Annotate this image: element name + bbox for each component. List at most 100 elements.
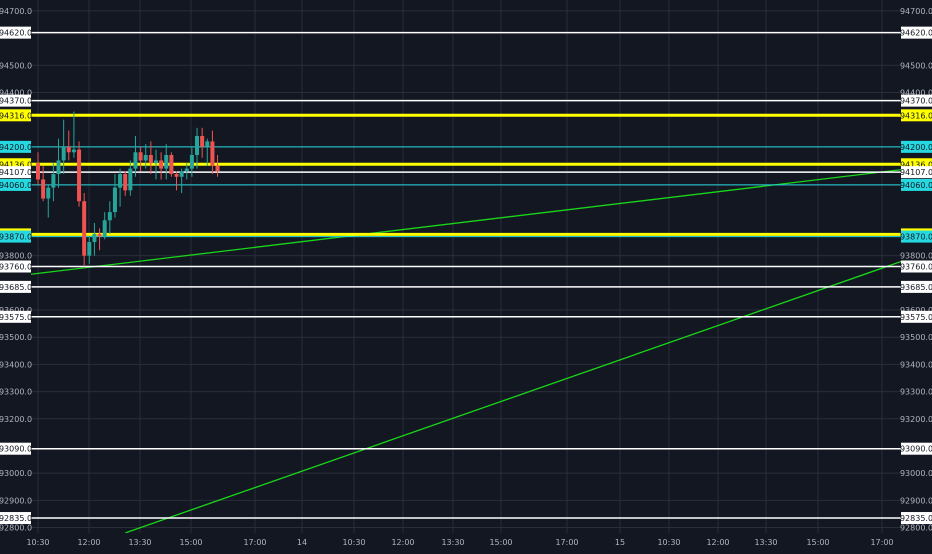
right-axis-level-label: 93090.0 xyxy=(900,445,932,454)
right-axis-level-badge xyxy=(901,512,932,525)
left-axis-level-label: 93575.0 xyxy=(0,313,32,322)
candle-body xyxy=(61,146,66,161)
left-axis-level-label: 94060.0 xyxy=(0,181,32,190)
left-axis-level-label: 93090.0 xyxy=(0,445,32,454)
time-axis-tick-label: 12:00 xyxy=(706,538,729,547)
time-axis-tick-label: 14 xyxy=(297,538,307,547)
candle-body xyxy=(118,174,123,188)
candle-body xyxy=(169,155,174,175)
right-axis-level-badge xyxy=(901,109,932,122)
right-axis-level-badge xyxy=(901,280,932,293)
candle-body xyxy=(51,174,56,188)
right-axis-level-badge xyxy=(901,310,932,323)
right-axis-level-badge xyxy=(901,442,932,455)
time-axis-tick-label: 13:30 xyxy=(128,538,151,547)
left-axis-level-badge xyxy=(0,310,31,323)
left-price-axis[interactable]: 94700.0 94500.0 94400.0 93800.0 93600.0 93500… xyxy=(0,0,32,550)
candle-body xyxy=(36,163,40,180)
trend-line xyxy=(27,167,911,276)
left-axis-level-label: 94316.0 xyxy=(0,111,32,120)
candle-body xyxy=(107,212,112,221)
time-axis-tick-label: 15:00 xyxy=(489,538,512,547)
time-axis-tick-label: 12:00 xyxy=(77,538,100,547)
left-axis-level-label: 93685.0 xyxy=(0,283,32,292)
right-axis-background xyxy=(901,0,932,550)
candles xyxy=(36,111,220,267)
right-axis-level-badge xyxy=(901,140,932,153)
candle-body xyxy=(82,201,87,256)
time-axis[interactable]: 10:30 12:00 13:30 15:00 17:00 14 10:30 12:00 13:… xyxy=(0,533,932,550)
candle-body xyxy=(46,187,51,199)
left-axis-level-badge xyxy=(0,94,31,107)
horizontal-levels xyxy=(31,31,901,519)
right-axis-tick-label: 93400.0 xyxy=(900,360,932,369)
candle-body xyxy=(148,155,153,164)
left-axis-tick-label: 93200.0 xyxy=(0,415,32,424)
candle-body xyxy=(210,141,215,166)
right-axis-level-badge xyxy=(901,260,932,273)
right-axis-level-label: 93870.0 xyxy=(900,233,932,242)
left-axis-tick-label: 94400.0 xyxy=(0,88,32,97)
candle-body xyxy=(92,233,97,243)
left-axis-tick-label: 93300.0 xyxy=(0,388,32,397)
left-axis-tick-label: 93400.0 xyxy=(0,360,32,369)
right-axis-level-label: 93685.0 xyxy=(900,283,932,292)
left-axis-level-badge xyxy=(0,260,31,273)
candle-body xyxy=(66,146,71,153)
candle-body xyxy=(87,242,92,256)
trendlines xyxy=(27,167,911,534)
right-axis-level-badge xyxy=(901,94,932,107)
left-axis-level-label: 93870.0 xyxy=(0,233,32,242)
left-axis-level-badge xyxy=(0,178,31,191)
candle-body xyxy=(56,160,61,175)
candle-body xyxy=(195,135,200,156)
candle-body xyxy=(215,165,220,172)
left-axis-level-badge xyxy=(0,26,31,39)
candle-body xyxy=(138,152,143,161)
candle-body xyxy=(102,220,107,237)
right-axis-level-label: 94370.0 xyxy=(900,97,932,106)
right-axis-level-badge xyxy=(901,230,932,243)
left-axis-tick-label: 93800.0 xyxy=(0,252,32,261)
trend-line xyxy=(124,257,911,534)
right-axis-tick-label: 93500.0 xyxy=(900,333,932,342)
left-axis-level-label: 94370.0 xyxy=(0,97,32,106)
candle-body xyxy=(164,155,169,169)
candle-body xyxy=(184,168,189,172)
left-axis-tick-label: 93600.0 xyxy=(0,306,32,315)
time-axis-tick-label: 12:00 xyxy=(391,538,414,547)
candle-body xyxy=(128,168,133,191)
left-axis-tick-label: 94500.0 xyxy=(0,61,32,70)
right-axis-tick-label: 93800.0 xyxy=(900,252,932,261)
right-axis-tick-label: 94700.0 xyxy=(900,7,932,16)
time-axis-tick-label: 15:00 xyxy=(806,538,829,547)
left-axis-level-badge xyxy=(0,280,31,293)
right-axis-level-badge xyxy=(901,178,932,191)
right-axis-level-badge xyxy=(901,166,932,179)
candle-body xyxy=(71,149,76,153)
right-axis-level-badge xyxy=(901,26,932,39)
right-axis-tick-label: 92800.0 xyxy=(900,524,932,533)
candle-body xyxy=(97,233,102,237)
right-axis-level-label: 94620.0 xyxy=(900,29,932,38)
time-axis-tick-label: 17:00 xyxy=(870,538,893,547)
left-axis-level-label: 94107.0 xyxy=(0,168,32,177)
left-axis-level-label: 94136.0 xyxy=(0,160,32,169)
candle-body xyxy=(41,179,46,199)
candle-body xyxy=(205,141,210,147)
left-axis-tick-label: 93000.0 xyxy=(0,469,32,478)
candle-body xyxy=(133,152,138,169)
right-axis-tick-label: 93300.0 xyxy=(900,388,932,397)
candle-body xyxy=(159,160,164,169)
left-axis-level-label: 92835.0 xyxy=(0,514,32,523)
time-axis-tick-label: 13:30 xyxy=(441,538,464,547)
right-price-axis[interactable]: 94700.0 94500.0 94400.0 93800.0 93600.0 93500… xyxy=(900,0,932,550)
left-axis-level-badge xyxy=(0,166,31,179)
candle-body xyxy=(153,160,158,164)
right-axis-level-label: 92835.0 xyxy=(900,514,932,523)
right-axis-tick-label: 93600.0 xyxy=(900,306,932,315)
left-axis-level-badge xyxy=(0,140,31,153)
candle-body xyxy=(143,155,148,161)
